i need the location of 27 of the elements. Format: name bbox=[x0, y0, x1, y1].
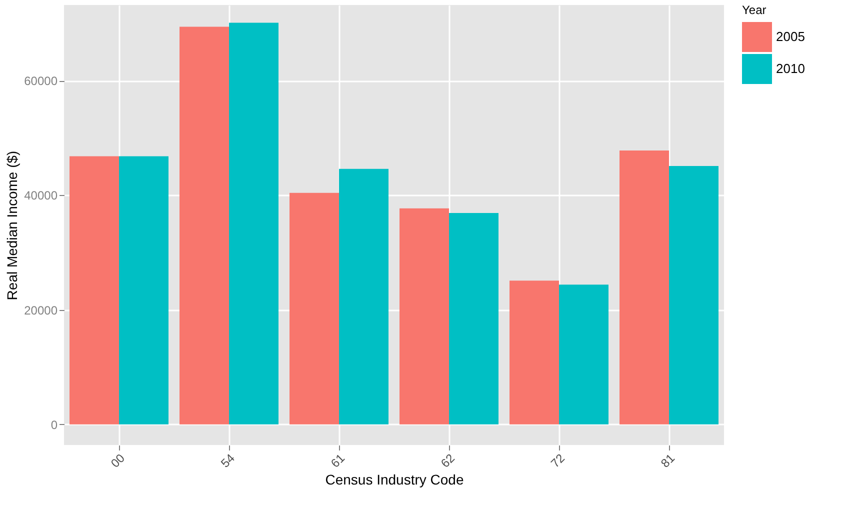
bar bbox=[180, 26, 229, 424]
bar bbox=[70, 156, 119, 424]
bar bbox=[339, 168, 388, 424]
bar bbox=[669, 166, 718, 424]
legend-label: 2005 bbox=[776, 29, 805, 44]
x-tick-label: 00 bbox=[108, 450, 128, 470]
x-axis-title: Census Industry Code bbox=[325, 472, 464, 488]
x-tick-label: 72 bbox=[548, 450, 568, 470]
x-tick-label: 61 bbox=[328, 450, 348, 470]
bar bbox=[449, 212, 498, 424]
y-tick-label: 20000 bbox=[24, 303, 58, 318]
bar bbox=[559, 284, 608, 424]
legend-title: Year bbox=[742, 3, 766, 17]
bar bbox=[620, 150, 669, 424]
bar bbox=[510, 280, 559, 424]
bar bbox=[400, 208, 449, 424]
bar bbox=[290, 192, 339, 424]
bar bbox=[119, 156, 168, 424]
x-tick-label: 62 bbox=[438, 450, 458, 470]
bar bbox=[229, 22, 278, 424]
x-tick-label: 54 bbox=[218, 450, 238, 470]
y-axis-title: Real Median Income ($) bbox=[4, 150, 20, 300]
y-tick-label: 60000 bbox=[24, 74, 58, 88]
x-tick-label: 81 bbox=[658, 450, 678, 470]
y-tick-label: 40000 bbox=[24, 188, 58, 203]
y-tick-label: 0 bbox=[50, 418, 58, 432]
legend-label: 2010 bbox=[776, 61, 805, 76]
